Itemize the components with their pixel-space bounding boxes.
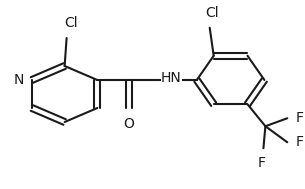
Text: F: F xyxy=(257,156,265,170)
Text: O: O xyxy=(124,117,135,131)
Text: Cl: Cl xyxy=(64,16,77,30)
Text: Cl: Cl xyxy=(205,6,218,20)
Text: F: F xyxy=(295,135,303,149)
Text: N: N xyxy=(14,73,24,87)
Text: HN: HN xyxy=(161,71,182,85)
Text: F: F xyxy=(295,111,303,125)
